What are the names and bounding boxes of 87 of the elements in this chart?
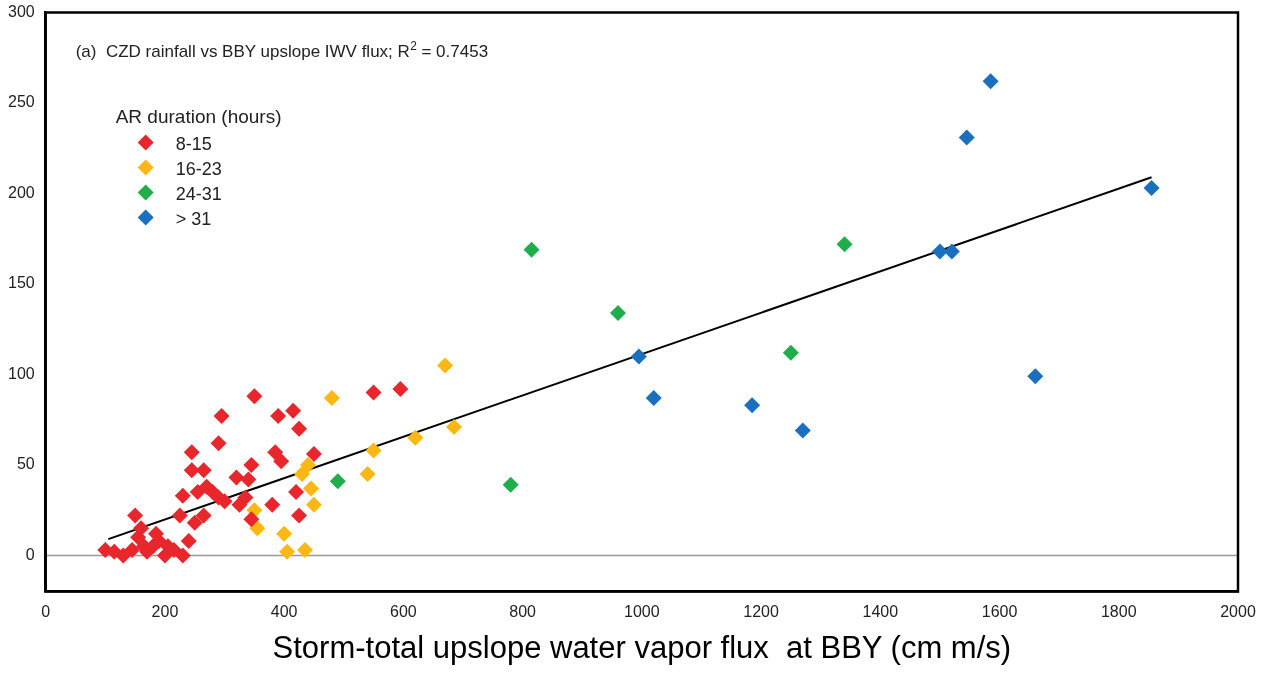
point (270, 408, 287, 425)
point (982, 73, 999, 90)
legend-label: 24-31 (175, 183, 222, 204)
point (267, 444, 284, 461)
point (195, 462, 212, 479)
x-tick-label: 1200 (743, 602, 779, 620)
point (794, 422, 811, 439)
point (294, 465, 311, 482)
point (171, 507, 188, 524)
point (186, 514, 203, 531)
point (183, 462, 200, 479)
x-tick-label: 800 (509, 602, 537, 620)
point (189, 484, 206, 501)
x-tick-label: 1800 (1100, 602, 1137, 620)
x-tick-label: 1400 (862, 602, 899, 620)
x-tick-label: 200 (151, 602, 179, 620)
point (279, 543, 296, 560)
y-tick-label: 50 (16, 455, 35, 473)
point (124, 541, 141, 558)
point (300, 456, 316, 473)
x-tick-label: 400 (270, 602, 298, 620)
point (958, 129, 975, 146)
point (365, 442, 382, 459)
point (931, 243, 948, 260)
point (195, 507, 212, 524)
point (285, 402, 302, 419)
point (276, 525, 293, 542)
point (288, 484, 305, 501)
x-tick-label: 0 (41, 602, 51, 620)
point (127, 507, 144, 524)
legend-title: AR duration (hours) (115, 105, 282, 127)
x-tick-label: 600 (390, 602, 417, 620)
point (133, 520, 150, 537)
point (744, 397, 761, 414)
point (329, 473, 346, 490)
point (115, 547, 132, 564)
point (630, 348, 647, 365)
point (174, 487, 191, 504)
point (228, 469, 245, 486)
y-tick-label: 100 (7, 364, 35, 382)
point (645, 390, 662, 406)
point (297, 541, 314, 558)
x-tick-label: 1600 (981, 602, 1018, 620)
point (836, 236, 853, 253)
point (240, 471, 257, 488)
point (446, 418, 463, 435)
point (246, 388, 263, 405)
y-tick-label: 200 (7, 183, 35, 201)
y-tick-label: 300 (7, 3, 35, 21)
x-tick-label: 1000 (624, 602, 660, 620)
x-tick-label: 2000 (1220, 602, 1256, 620)
point (243, 456, 260, 473)
y-tick-label: 0 (25, 545, 35, 563)
point (183, 444, 200, 461)
point (782, 344, 799, 361)
point (264, 496, 281, 513)
point (359, 465, 376, 482)
point (1027, 368, 1044, 385)
x-axis-title: Storm-total upslope water vapor flux at BBY (cm m/s) (272, 629, 1012, 665)
point (249, 520, 266, 537)
point (943, 243, 960, 260)
point (437, 357, 454, 374)
point (213, 408, 230, 425)
point (302, 480, 319, 497)
point (243, 511, 260, 528)
legend-label: > 31 (175, 208, 212, 229)
point (323, 390, 340, 406)
point (291, 420, 308, 437)
point (273, 453, 290, 470)
point (407, 429, 424, 446)
point (305, 496, 322, 513)
legend-label: 8-15 (175, 133, 212, 154)
y-tick-label: 250 (7, 93, 35, 111)
point (237, 489, 254, 506)
point (174, 547, 191, 564)
point (291, 507, 308, 524)
point (180, 532, 197, 549)
point (305, 446, 322, 463)
legend-label: 16-23 (175, 158, 222, 179)
point (523, 241, 540, 258)
point (365, 384, 382, 401)
point (210, 435, 227, 452)
point (1143, 180, 1160, 197)
point (610, 304, 626, 321)
point (502, 476, 519, 493)
point (392, 380, 409, 397)
y-tick-label: 150 (7, 274, 35, 292)
